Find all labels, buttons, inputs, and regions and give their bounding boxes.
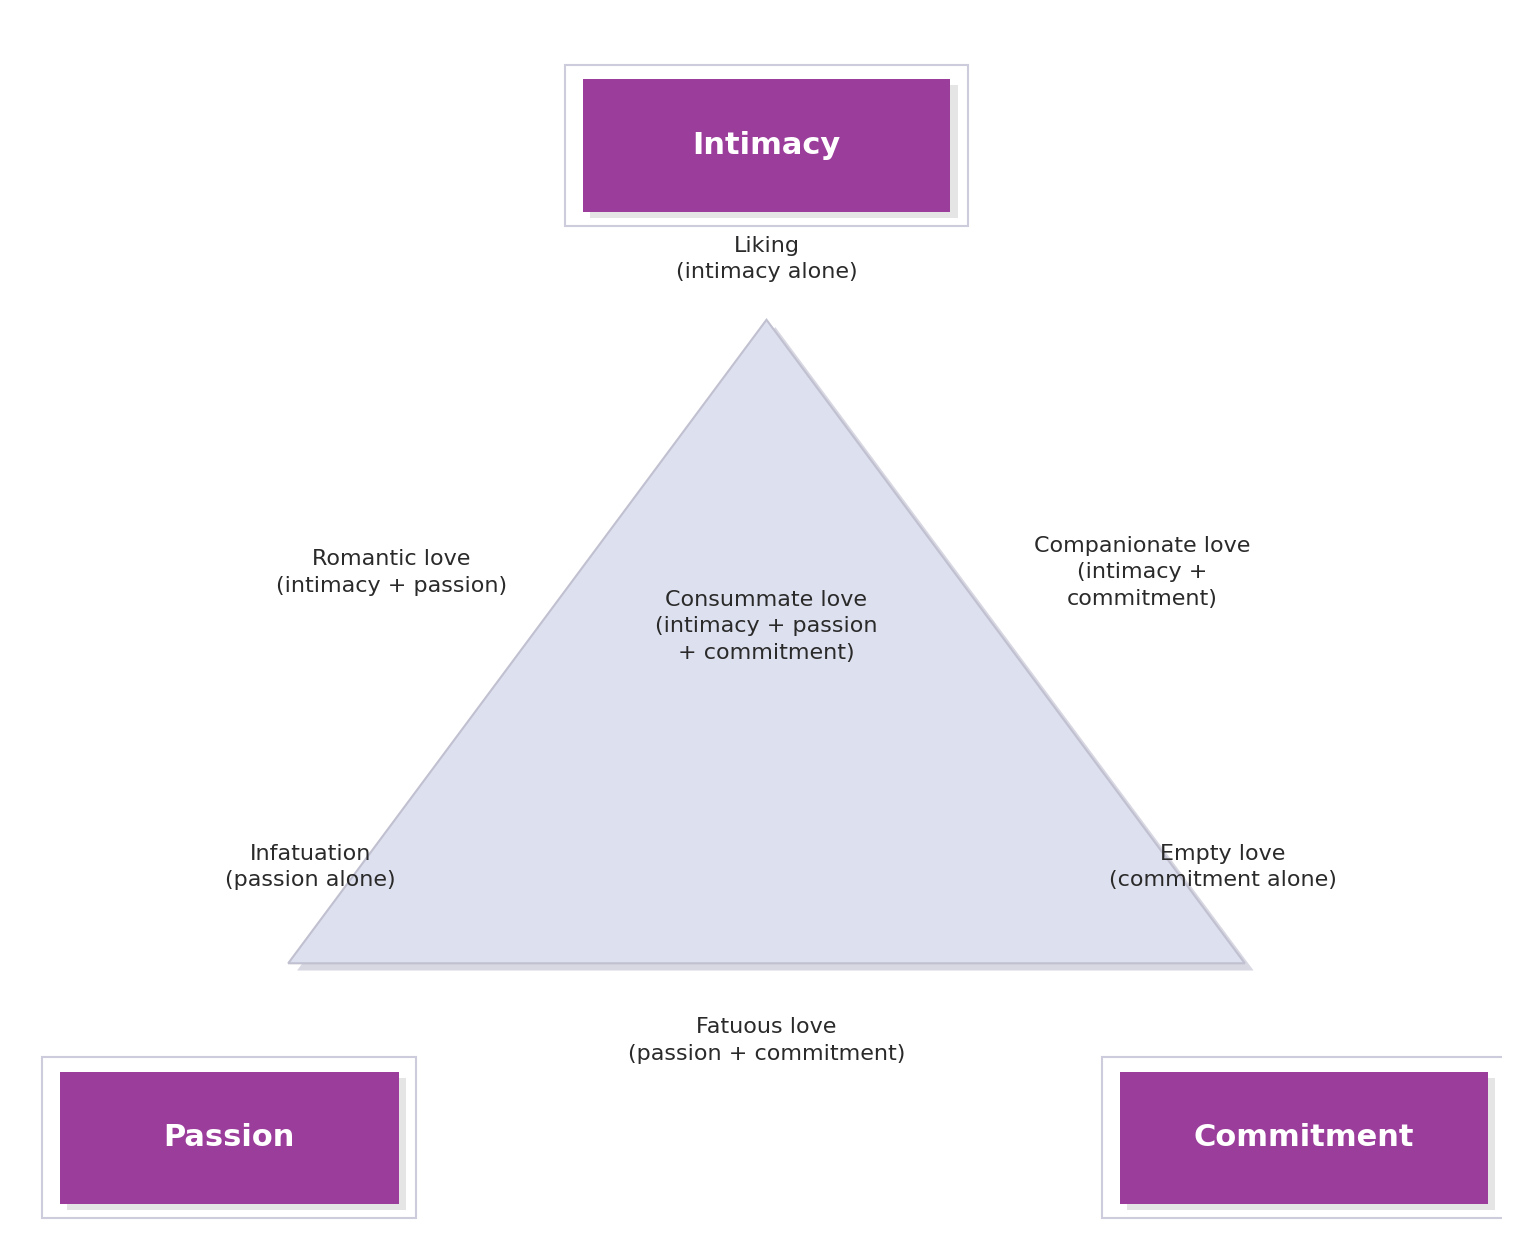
FancyBboxPatch shape (67, 1078, 406, 1210)
Text: Passion: Passion (164, 1123, 294, 1153)
FancyBboxPatch shape (564, 65, 969, 226)
Text: Liking
(intimacy alone): Liking (intimacy alone) (676, 236, 857, 282)
Text: Infatuation
(passion alone): Infatuation (passion alone) (225, 843, 396, 891)
Text: Commitment: Commitment (1193, 1123, 1413, 1153)
FancyBboxPatch shape (60, 1071, 399, 1204)
Text: Consummate love
(intimacy + passion
+ commitment): Consummate love (intimacy + passion + co… (655, 590, 878, 663)
Text: Empty love
(commitment alone): Empty love (commitment alone) (1108, 843, 1337, 891)
FancyBboxPatch shape (590, 85, 958, 218)
FancyBboxPatch shape (1127, 1078, 1495, 1210)
Polygon shape (288, 320, 1245, 964)
FancyBboxPatch shape (583, 79, 950, 212)
Text: Companionate love
(intimacy +
commitment): Companionate love (intimacy + commitment… (1033, 536, 1249, 609)
Polygon shape (297, 327, 1254, 971)
Text: Intimacy: Intimacy (693, 130, 840, 160)
FancyBboxPatch shape (43, 1058, 417, 1218)
Text: Fatuous love
(passion + commitment): Fatuous love (passion + commitment) (629, 1017, 904, 1064)
FancyBboxPatch shape (1119, 1071, 1487, 1204)
Text: Romantic love
(intimacy + passion): Romantic love (intimacy + passion) (276, 549, 507, 595)
FancyBboxPatch shape (1102, 1058, 1505, 1218)
